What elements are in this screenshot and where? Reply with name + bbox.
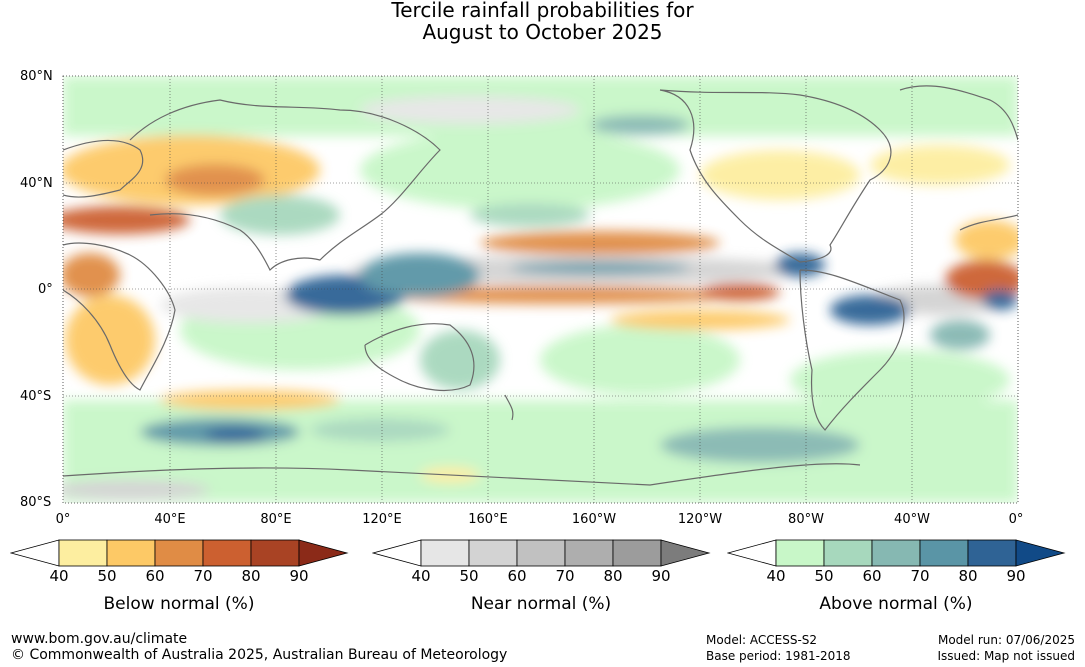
lon-label-120e: 120°E [362,512,402,527]
below-normal-tick: 80 [241,567,261,585]
probability-field [63,76,1018,503]
above-normal-band-1 [775,539,825,567]
below-normal-tick: 40 [49,567,69,585]
above-normal-tick: 70 [910,567,930,585]
near-normal-low-arrow [372,539,422,567]
map-title-line1: Tercile rainfall probabilities for [391,0,694,22]
lat-label-80s: 80°S [20,495,52,510]
lon-label-40e: 40°E [154,512,186,527]
above-normal-tick: 40 [766,567,786,585]
below-normal-legend-title: Below normal (%) [103,594,255,614]
lon-label-40w: 40°W [894,512,930,527]
above-normal-band-4 [919,539,969,567]
above-normal-legend-title: Above normal (%) [819,594,973,614]
near-normal-tick: 90 [651,567,671,585]
above-normal-tick: 50 [814,567,834,585]
near-normal-band-2 [468,539,518,567]
lon-label-120w: 120°W [677,512,723,527]
near-normal-tick: 70 [555,567,575,585]
near-normal-tick: 60 [507,567,527,585]
above-normal-tick: 60 [862,567,882,585]
near-normal-band-4 [564,539,614,567]
lon-label-80e: 80°E [260,512,292,527]
above-normal-band-5 [967,539,1017,567]
below-normal-tick: 90 [289,567,309,585]
below-normal-low-arrow [10,539,60,567]
lat-label-40n: 40°N [20,176,53,191]
near-normal-tick: 40 [411,567,431,585]
near-normal-colorbar [372,539,711,567]
lon-label-80w: 80°W [788,512,824,527]
above-normal-tick: 80 [958,567,978,585]
bom-website-link[interactable]: www.bom.gov.au/climate [11,631,188,647]
above-normal-colorbar [727,539,1066,567]
below-normal-band-4 [202,539,252,567]
coastlines [63,85,1018,486]
issue-status: Issued: Map not issued [937,649,1075,663]
below-normal-band-3 [154,539,204,567]
below-normal-band-5 [250,539,300,567]
below-normal-high-arrow [298,539,349,567]
below-normal-band-2 [106,539,156,567]
copyright-notice: © Commonwealth of Australia 2025, Austra… [11,647,508,663]
lon-label-160e: 160°E [468,512,508,527]
model-name: Model: ACCESS-S2 [706,633,818,647]
near-normal-band-1 [420,539,470,567]
near-normal-band-5 [612,539,662,567]
below-normal-band-1 [58,539,108,567]
map-frame [62,75,1019,504]
lat-label-80n: 80°N [20,69,53,84]
above-normal-tick: 90 [1006,567,1026,585]
model-run-date: Model run: 07/06/2025 [937,633,1075,647]
above-normal-band-2 [823,539,873,567]
below-normal-colorbar [10,539,349,567]
lon-label-160w: 160°W [571,512,617,527]
lat-label-equator: 0° [38,282,53,297]
below-normal-tick: 50 [97,567,117,585]
near-normal-band-3 [516,539,566,567]
above-normal-high-arrow [1015,539,1066,567]
lon-label-0-east-edge: 0° [1008,512,1024,527]
near-normal-tick: 80 [603,567,623,585]
near-normal-high-arrow [660,539,711,567]
above-normal-band-3 [871,539,921,567]
base-period: Base period: 1981-2018 [706,649,851,663]
near-normal-tick: 50 [459,567,479,585]
below-normal-tick: 60 [145,567,165,585]
graticule [63,76,1018,503]
near-normal-legend-title: Near normal (%) [470,594,612,614]
lon-label-0-west-edge: 0° [55,512,71,527]
above-normal-low-arrow [727,539,777,567]
below-normal-tick: 70 [193,567,213,585]
map-title-line2: August to October 2025 [422,20,663,44]
lat-label-40s: 40°S [20,389,52,404]
